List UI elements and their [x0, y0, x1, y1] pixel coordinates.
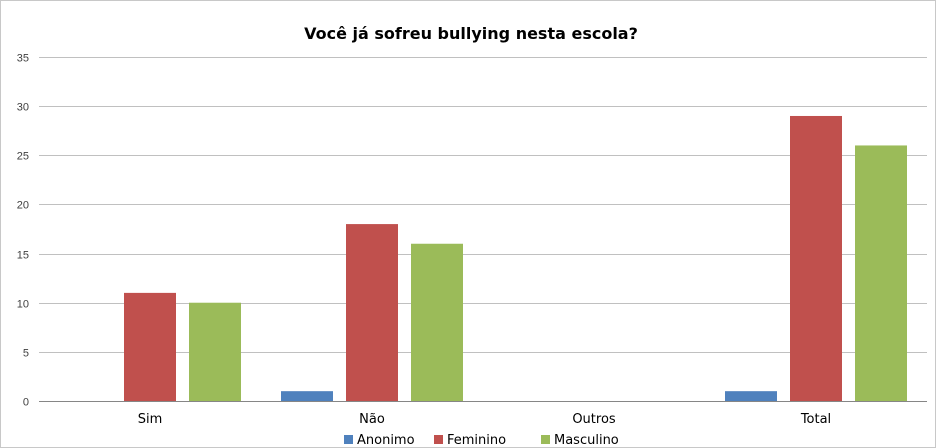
legend-swatch-anonimo — [344, 435, 353, 444]
gridlines — [39, 57, 927, 402]
x-tick-label: Outros — [572, 412, 616, 427]
y-tick-label: 25 — [17, 151, 29, 163]
y-tick-label: 0 — [23, 397, 29, 409]
legend-label-feminino: Feminino — [447, 433, 506, 447]
bar-feminino-0 — [124, 292, 176, 401]
legend-swatch-masculino — [541, 435, 550, 444]
chart-title: Você já sofreu bullying nesta escola? — [304, 24, 638, 43]
y-tick-label: 15 — [17, 250, 29, 262]
bar-feminino-3 — [790, 115, 842, 401]
bar-masculino-1 — [411, 243, 463, 401]
legend: Anonimo Feminino Masculino — [344, 433, 619, 447]
x-tick-label: Não — [359, 412, 385, 427]
legend-label-anonimo: Anonimo — [357, 433, 415, 447]
legend-label-masculino: Masculino — [554, 433, 619, 447]
y-tick-label: 20 — [17, 200, 29, 212]
x-tick-label: Total — [800, 412, 831, 427]
bar-anonimo-1 — [281, 391, 333, 401]
y-tick-label: 10 — [17, 299, 29, 311]
bar-anonimo-3 — [725, 391, 777, 401]
bar-feminino-1 — [346, 224, 398, 401]
bars — [124, 115, 907, 401]
y-tick-label: 35 — [17, 53, 29, 65]
y-tick-label: 5 — [23, 348, 29, 360]
bar-masculino-3 — [855, 145, 907, 401]
x-tick-label: Sim — [138, 412, 163, 427]
legend-swatch-feminino — [434, 435, 443, 444]
x-axis-ticks: Sim Não Outros Total — [138, 412, 831, 427]
y-tick-label: 30 — [17, 102, 29, 114]
bar-masculino-0 — [189, 302, 241, 401]
y-axis-ticks: 0 5 10 15 20 25 30 35 — [17, 53, 29, 409]
